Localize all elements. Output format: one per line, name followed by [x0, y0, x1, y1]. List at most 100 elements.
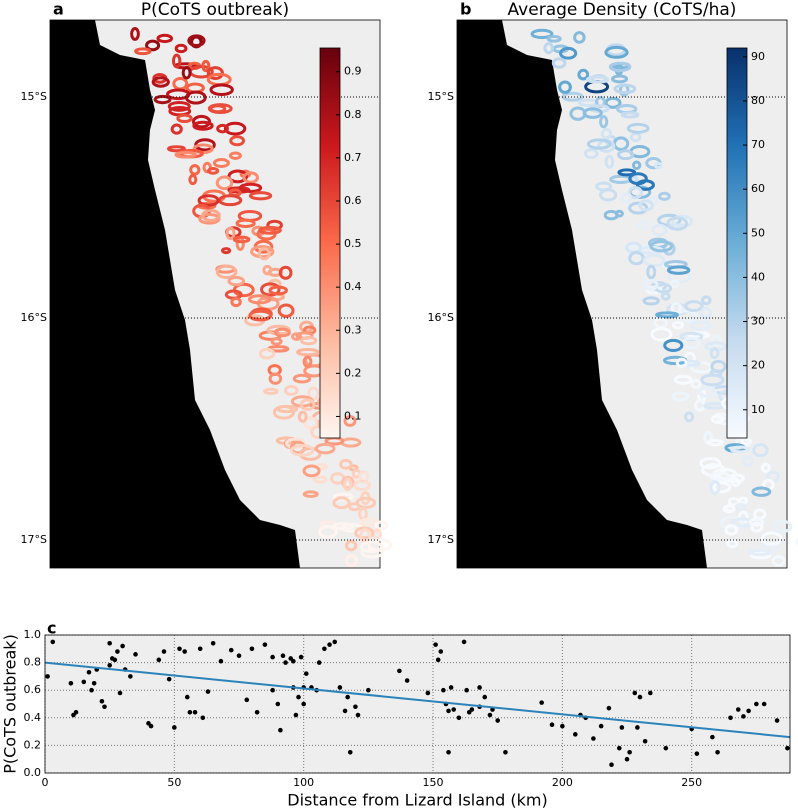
- reef: [258, 225, 282, 235]
- point: [366, 687, 371, 693]
- reef: [628, 251, 645, 266]
- reef: [551, 57, 567, 69]
- reef: [604, 154, 615, 169]
- point: [50, 639, 56, 645]
- reef: [627, 185, 643, 200]
- reef: [341, 475, 355, 490]
- reef: [771, 555, 786, 567]
- point: [549, 722, 555, 727]
- colorbar-tick-label: 80: [751, 94, 765, 107]
- reef: [332, 496, 351, 510]
- reef: [227, 169, 248, 184]
- reef: [209, 83, 234, 96]
- reef: [207, 167, 220, 175]
- reef: [151, 76, 170, 88]
- reef: [649, 240, 674, 253]
- point: [262, 642, 268, 647]
- reef: [795, 537, 798, 547]
- reef: [229, 135, 246, 147]
- point: [210, 640, 216, 646]
- point: [148, 723, 154, 729]
- reef: [604, 45, 629, 59]
- reef: [197, 194, 220, 207]
- point: [133, 652, 138, 657]
- reef: [666, 216, 689, 231]
- point: [627, 750, 632, 755]
- reef: [546, 34, 562, 43]
- colorbar-tick-label: 0.1: [344, 409, 362, 422]
- y-tick-label: 1.0: [24, 628, 42, 641]
- reef: [268, 285, 288, 296]
- latitude-label: 17°S: [21, 533, 47, 546]
- point: [316, 660, 322, 665]
- point: [89, 687, 94, 693]
- reef: [646, 264, 657, 280]
- reef: [610, 74, 629, 84]
- reef: [276, 404, 299, 414]
- point: [117, 690, 123, 696]
- point: [616, 745, 622, 751]
- reef: [145, 39, 161, 52]
- colorbar-tick-label: 0.3: [344, 323, 362, 336]
- reef: [561, 91, 584, 102]
- reef: [666, 265, 691, 275]
- point: [637, 694, 643, 700]
- reef: [277, 303, 295, 318]
- reef: [730, 445, 751, 454]
- reef: [257, 247, 271, 261]
- colorbar-tick-label: 50: [751, 226, 765, 239]
- reef: [660, 292, 671, 301]
- reef: [314, 442, 336, 455]
- point: [301, 701, 306, 707]
- point: [487, 712, 493, 718]
- reef: [712, 481, 732, 494]
- reef: [248, 309, 273, 322]
- colorbar-tick-label: 0.6: [344, 194, 362, 207]
- reef: [290, 443, 315, 457]
- reef: [228, 151, 242, 160]
- reef: [738, 496, 749, 505]
- reef: [750, 521, 764, 533]
- reef: [181, 65, 192, 80]
- reef: [167, 145, 186, 153]
- reef: [268, 372, 283, 385]
- point: [327, 642, 332, 647]
- point: [99, 698, 105, 704]
- point: [200, 715, 206, 721]
- reef: [690, 320, 712, 331]
- reef: [747, 548, 772, 556]
- plot-frame: [44, 634, 791, 774]
- reef: [238, 182, 263, 194]
- point: [270, 687, 275, 693]
- reef: [617, 149, 635, 161]
- reef: [302, 355, 313, 368]
- point: [448, 685, 454, 690]
- reef: [681, 336, 702, 350]
- x-tick-label: 100: [293, 776, 314, 789]
- reef: [760, 531, 783, 546]
- reef: [359, 528, 372, 544]
- point: [741, 714, 746, 719]
- reef: [699, 456, 722, 470]
- reef: [586, 138, 612, 150]
- reef: [344, 539, 358, 552]
- reef: [582, 107, 603, 119]
- reef: [701, 295, 712, 306]
- reef: [167, 100, 191, 112]
- x-tick-label: 250: [681, 776, 702, 789]
- point: [606, 705, 612, 711]
- reef: [174, 43, 188, 54]
- reef: [585, 75, 610, 84]
- point: [107, 640, 112, 646]
- point: [192, 709, 198, 715]
- reef: [192, 120, 214, 131]
- point: [270, 654, 275, 660]
- point: [710, 734, 715, 740]
- reef: [700, 373, 725, 387]
- reef: [215, 175, 234, 191]
- point: [591, 736, 596, 741]
- panel-letter: b: [460, 0, 471, 19]
- reef: [230, 296, 242, 308]
- point: [337, 685, 343, 690]
- reef: [741, 455, 754, 468]
